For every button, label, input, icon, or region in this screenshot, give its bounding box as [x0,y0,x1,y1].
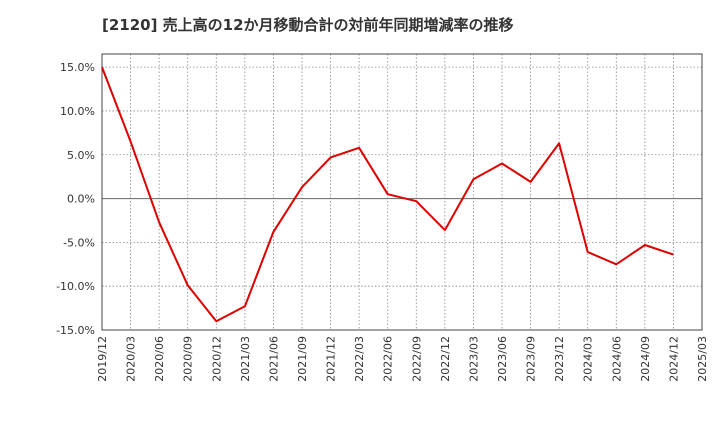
x-tick-label: 2024/09 [639,336,652,382]
y-tick-label: -15.0% [56,324,95,337]
chart-title: [2120] 売上高の12か月移動合計の対前年同期増減率の推移 [102,16,514,34]
grid-lines [102,54,702,331]
plot-frame [101,53,703,331]
y-tick-label: 10.0% [60,105,95,118]
y-tick-label: -5.0% [63,236,95,249]
x-tick-label: 2021/03 [239,336,252,382]
x-tick-label: 2020/09 [182,336,195,382]
y-axis: 15.0% 10.0% 5.0% 0.0% -5.0% -10.0% -15.0% [56,61,95,337]
y-tick-label: 15.0% [60,61,95,74]
x-tick-label: 2020/03 [125,336,138,382]
x-tick-label: 2020/12 [210,336,223,382]
x-tick-label: 2022/09 [410,336,423,382]
x-tick-label: 2022/06 [382,336,395,382]
y-tick-label: 5.0% [67,149,95,162]
x-tick-label: 2020/06 [153,336,166,382]
x-tick-label: 2023/09 [525,336,538,382]
x-tick-label: 2025/03 [696,336,709,382]
x-tick-label: 2023/06 [496,336,509,382]
x-tick-label: 2019/12 [96,336,109,382]
y-tick-label: -10.0% [56,280,95,293]
series-line [101,66,674,323]
x-tick-label: 2021/12 [325,336,338,382]
x-tick-label: 2024/06 [610,336,623,382]
x-tick-label: 2022/03 [353,336,366,382]
x-tick-label: 2023/03 [467,336,480,382]
x-axis: 2019/12 2020/03 2020/06 2020/09 2020/12 2021/… [96,336,709,382]
x-tick-label: 2024/12 [667,336,680,382]
x-tick-label: 2022/12 [439,336,452,382]
series-group [101,66,674,323]
y-tick-label: 0.0% [67,193,95,206]
x-tick-label: 2021/06 [267,336,280,382]
x-tick-label: 2023/12 [553,336,566,382]
x-tick-label: 2021/09 [296,336,309,382]
x-tick-label: 2024/03 [582,336,595,382]
